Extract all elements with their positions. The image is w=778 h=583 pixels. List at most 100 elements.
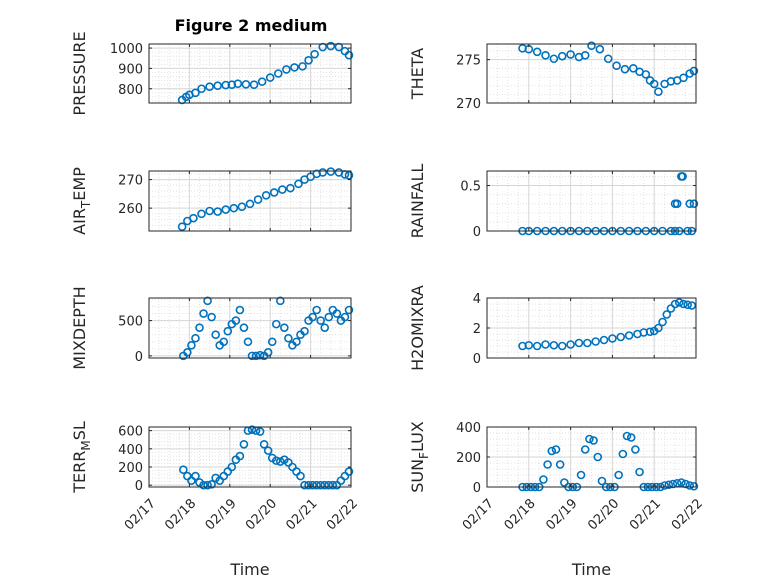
data-point: [635, 467, 644, 477]
data-point: [304, 480, 313, 490]
data-point: [195, 323, 204, 332]
data-point: [280, 323, 289, 332]
data-point: [614, 470, 623, 480]
data-point: [543, 460, 552, 469]
x-tick-label: 02/19: [203, 496, 240, 533]
data-point: [312, 305, 321, 315]
data-point: [269, 188, 279, 197]
data-point: [670, 299, 680, 309]
axes-sun_flux: 0 200 400 SUNFLUX 02/17 02/18 02/19 02/20 02/21 0…: [408, 421, 706, 579]
data-point: [267, 337, 277, 347]
data-point: [235, 451, 245, 461]
data-point: [179, 465, 188, 475]
data-point: [645, 327, 655, 337]
y-tick-label: 2: [473, 322, 481, 337]
axes-rainfall: 0 0.5 RAINFALL: [408, 164, 699, 240]
data-point: [235, 305, 245, 315]
data-point: [275, 457, 285, 466]
data-point: [555, 460, 565, 469]
y-tick-label: 900: [118, 62, 143, 77]
data-point: [626, 433, 636, 442]
y-tick-label: 260: [118, 202, 143, 217]
y-tick-label: 500: [118, 315, 143, 330]
data-point: [580, 445, 590, 454]
y-tick-label: 270: [456, 97, 481, 112]
data-point: [199, 480, 208, 490]
data-point: [255, 427, 265, 436]
data-point: [205, 82, 214, 92]
x-tick-label: 02/20: [585, 496, 622, 533]
y-axis-label: TERRMSL: [70, 421, 93, 494]
data-point: [177, 222, 187, 232]
x-tick-label: 02/18: [162, 496, 199, 533]
data-point: [231, 316, 241, 325]
data-point: [205, 206, 214, 216]
y-tick-label: 0: [473, 352, 481, 367]
data-point: [597, 476, 607, 486]
data-point: [203, 480, 212, 490]
data-point: [237, 202, 247, 212]
data-point: [524, 340, 534, 350]
y-tick-label: 1000: [110, 42, 143, 57]
data-point: [539, 475, 548, 484]
data-point: [616, 332, 626, 342]
data-point: [255, 350, 265, 360]
data-point: [308, 480, 317, 490]
x-tick-label: 02/19: [543, 496, 580, 533]
data-point: [557, 51, 567, 61]
data-point: [199, 309, 208, 318]
data-point: [271, 456, 281, 465]
data-point: [207, 479, 216, 489]
data-point: [576, 470, 586, 480]
data-point: [664, 480, 674, 490]
data-point: [316, 316, 326, 325]
y-tick-label: 200: [456, 451, 481, 466]
y-tick-label: 200: [118, 461, 143, 476]
plot-area: [149, 44, 351, 103]
x-axis-label: Time: [229, 560, 269, 579]
data-point: [183, 348, 192, 357]
y-axis-label: MIXDEPTH: [70, 286, 89, 369]
data-point: [191, 471, 200, 481]
data-point: [191, 333, 200, 343]
axes-mixdepth: 0 500 MIXDEPTH: [70, 286, 354, 370]
data-point: [320, 480, 330, 490]
data-point: [344, 305, 354, 315]
data-point: [593, 452, 603, 462]
data-point: [247, 425, 257, 435]
y-tick-label: 600: [118, 425, 143, 440]
data-point: [541, 340, 550, 349]
axes-frame: [486, 170, 697, 232]
data-point: [243, 337, 253, 347]
axes-frame: [148, 297, 352, 359]
data-point: [261, 190, 271, 200]
data-point: [211, 330, 220, 340]
data-point: [631, 445, 640, 454]
data-point: [641, 70, 651, 79]
data-point: [189, 213, 198, 223]
data-point: [603, 54, 613, 64]
data-point: [278, 185, 287, 194]
data-point: [551, 445, 561, 454]
y-axis-label: PRESSURE: [70, 31, 89, 115]
data-point: [251, 351, 261, 361]
data-point: [273, 69, 283, 78]
data-point: [679, 299, 688, 309]
data-point: [227, 462, 237, 472]
data-point: [229, 203, 239, 213]
y-tick-label: 0: [473, 481, 481, 496]
data-point: [320, 323, 330, 332]
data-point: [197, 209, 206, 219]
axes-frame: [148, 426, 352, 488]
data-point: [221, 80, 231, 90]
data-point: [608, 334, 617, 343]
axes-air_temp: 260 270 AIRTEMP: [70, 167, 354, 235]
x-tick-label: 02/18: [502, 496, 539, 533]
data-point: [282, 65, 291, 74]
data-point: [300, 326, 309, 336]
data-point: [290, 63, 299, 72]
data-point: [207, 312, 216, 322]
data-point: [624, 331, 634, 340]
data-point: [203, 296, 212, 306]
data-point: [227, 80, 237, 89]
